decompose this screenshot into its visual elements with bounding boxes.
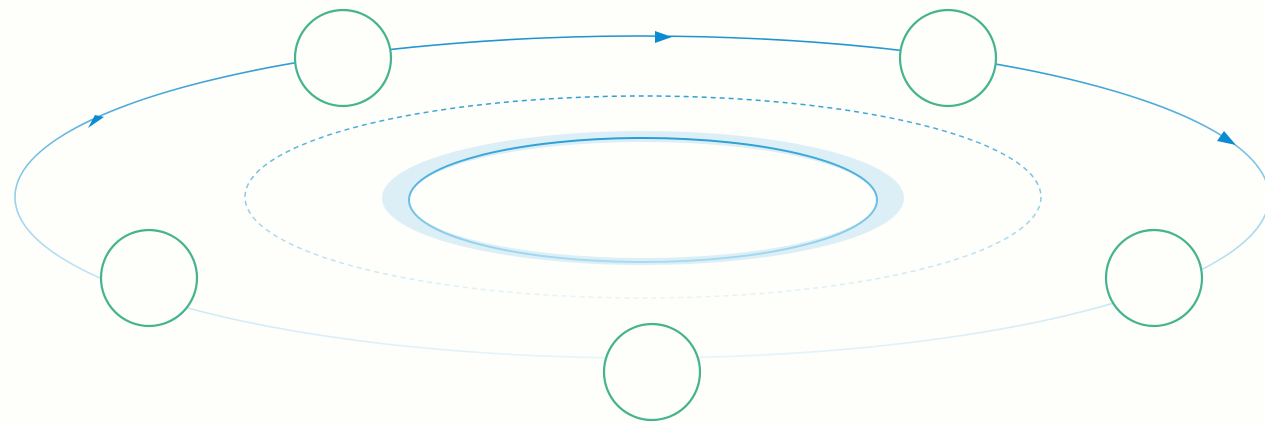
dashed-orbit-ring — [244, 95, 1042, 299]
core-inner-disc — [409, 142, 877, 258]
node-top-left — [293, 8, 393, 108]
node-bottom-center — [602, 322, 702, 422]
triangle-arrow-icon — [655, 31, 672, 43]
triangle-arrow-icon — [88, 115, 104, 128]
node-middle-left — [99, 228, 199, 328]
node-top-right — [898, 8, 998, 108]
triangle-arrow-icon — [1217, 131, 1236, 145]
core-ring — [408, 137, 878, 263]
node-middle-right — [1104, 228, 1204, 328]
